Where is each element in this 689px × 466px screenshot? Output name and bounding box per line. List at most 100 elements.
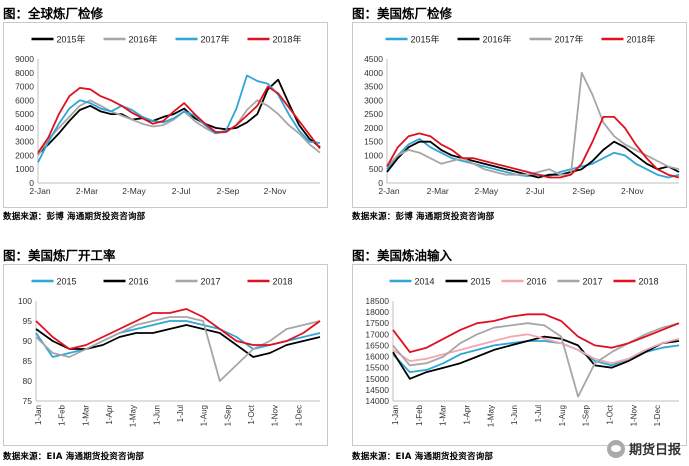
legend-label: 2018年 (627, 34, 656, 45)
y-tick-label: 16000 (365, 352, 389, 362)
chart-3-svg: 75 80 85 90 95 100 1-Jan 1-Feb 1-Mar 1-Apr 1-May 1-… (18, 277, 321, 427)
series-line-2016 (392, 333, 680, 365)
x-tick-label: 1-Aug (200, 405, 209, 426)
legend-label: 2015 (471, 277, 491, 287)
y-tick-label: 3000 (15, 137, 34, 147)
x-tick-label: 2-Mar (427, 186, 449, 196)
series-line-2015 (392, 335, 680, 380)
x-tick-label: 1-Jan (34, 405, 43, 425)
x-tick-label: 1-Jul (176, 405, 185, 423)
x-tick-label: 1-Feb (58, 404, 67, 425)
series-line-2018年 (37, 85, 321, 154)
watermark-text: 期货日报 (628, 443, 681, 458)
chart-1-title: 图：全球炼厂检修 (3, 6, 104, 21)
x-tick-label: 1-Nov (629, 405, 638, 426)
x-tick-label: 2-Jan (378, 186, 400, 196)
x-tick-label: 1-May (129, 405, 138, 427)
y-tick-label: 4500 (364, 54, 383, 64)
chart-4-panel: 14000 14500 15000 15500 16000 16500 17000 17500… (352, 264, 687, 446)
x-tick-label: 1-Oct (247, 404, 256, 424)
y-tick-label: 90 (23, 336, 33, 346)
x-tick-label: 1-Aug (558, 405, 567, 426)
y-tick-label: 17500 (365, 318, 389, 328)
y-tick-label: 100 (18, 296, 32, 306)
y-tick-label: 500 (369, 164, 383, 174)
y-tick-label: 2000 (15, 150, 34, 160)
legend-label: 2015年 (411, 34, 440, 45)
series-line-2017 (35, 316, 321, 382)
legend-label: 2017 (583, 277, 603, 287)
y-tick-label: 4000 (364, 68, 383, 78)
series-line-2018 (35, 308, 321, 350)
legend-label: 2017年 (201, 34, 230, 45)
y-tick-label: 15500 (365, 363, 389, 373)
x-tick-label: 2-Nov (264, 186, 287, 196)
y-tick-label: 75 (23, 396, 33, 406)
chart-1-panel: 0 1000 2000 3000 4000 5000 6000 7000 8000 9000 2-J… (3, 22, 328, 208)
y-tick-label: 1000 (364, 150, 383, 160)
chart-2-source: 数据来源：彭博 海通期货投资咨询部 (352, 212, 495, 222)
chart-2-title: 图：美国炼厂检修 (352, 6, 453, 21)
x-tick-label: 1-May (486, 405, 495, 427)
chart-3-title: 图：美国炼厂开工率 (3, 248, 116, 263)
series-line-2017年 (386, 71, 680, 176)
y-tick-label: 2000 (364, 123, 383, 133)
x-tick-label: 1-Sep (223, 404, 232, 426)
y-tick-label: 95 (23, 316, 33, 326)
x-tick-label: 1-Nov (271, 405, 280, 426)
x-tick-label: 1-Dec (653, 405, 662, 426)
legend-label: 2016 (129, 277, 149, 287)
x-tick-label: 2-May (122, 186, 146, 196)
chart-3-panel: 75 80 85 90 95 100 1-Jan 1-Feb 1-Mar 1-Apr 1-May 1-… (3, 264, 328, 446)
chart-2-svg: 0 500 1000 1500 2000 2500 3000 3500 4000 4500 2-Ja… (364, 34, 680, 196)
legend-label: 2018年 (273, 34, 302, 45)
y-tick-label: 0 (29, 178, 34, 188)
x-tick-label: 2-Jul (172, 186, 191, 196)
y-tick-label: 8000 (15, 68, 34, 78)
series-line-2015年 (37, 78, 321, 155)
chart-1-svg: 0 1000 2000 3000 4000 5000 6000 7000 8000 9000 2-J… (15, 34, 321, 196)
x-tick-label: 1-Jun (510, 405, 519, 425)
chart-2-panel: 0 500 1000 1500 2000 2500 3000 3500 4000 4500 2-Ja… (352, 22, 687, 208)
x-tick-label: 1-Jan (391, 405, 400, 425)
y-tick-label: 18500 (365, 296, 389, 306)
y-tick-label: 9000 (15, 54, 34, 64)
wechat-icon (606, 439, 625, 458)
x-tick-label: 1-Apr (463, 405, 472, 425)
watermark: 期货日报 (606, 439, 681, 458)
y-tick-label: 5000 (15, 109, 34, 119)
x-tick-label: 2-Mar (76, 186, 98, 196)
x-tick-label: 1-Apr (105, 405, 114, 425)
y-tick-label: 14500 (365, 385, 389, 395)
x-tick-label: 1-Sep (582, 404, 591, 426)
y-tick-label: 3500 (364, 82, 383, 92)
y-tick-label: 80 (23, 376, 33, 386)
legend-label: 2016 (527, 277, 547, 287)
x-tick-label: 2-Jan (29, 186, 51, 196)
y-tick-label: 16500 (365, 340, 389, 350)
legend-label: 2016年 (483, 34, 512, 45)
chart-4-title: 图：美国炼油输入 (352, 248, 453, 263)
y-tick-label: 7000 (15, 82, 34, 92)
y-tick-label: 6000 (15, 95, 34, 105)
x-tick-label: 2-Jul (526, 186, 545, 196)
legend-label: 2016年 (129, 34, 158, 45)
legend-label: 2017 (201, 277, 221, 287)
y-tick-label: 2500 (364, 109, 383, 119)
series-line-2016年 (386, 140, 680, 179)
y-tick-label: 0 (378, 178, 383, 188)
legend-label: 2015 (57, 277, 77, 287)
x-tick-label: 1-Mar (81, 405, 90, 426)
y-tick-label: 14000 (365, 396, 389, 406)
x-tick-label: 1-Jun (152, 405, 161, 425)
x-tick-label: 1-Dec (294, 405, 303, 426)
chart-3-source: 数据来源：EIA 海通期货投资咨询部 (3, 452, 145, 462)
y-tick-label: 17000 (365, 329, 389, 339)
y-tick-label: 15000 (365, 374, 389, 384)
legend-label: 2014 (415, 277, 435, 287)
legend-label: 2017年 (555, 34, 584, 45)
x-tick-label: 1-Mar (439, 405, 448, 426)
x-tick-label: 1-Feb (415, 404, 424, 425)
x-tick-label: 2-May (475, 186, 499, 196)
